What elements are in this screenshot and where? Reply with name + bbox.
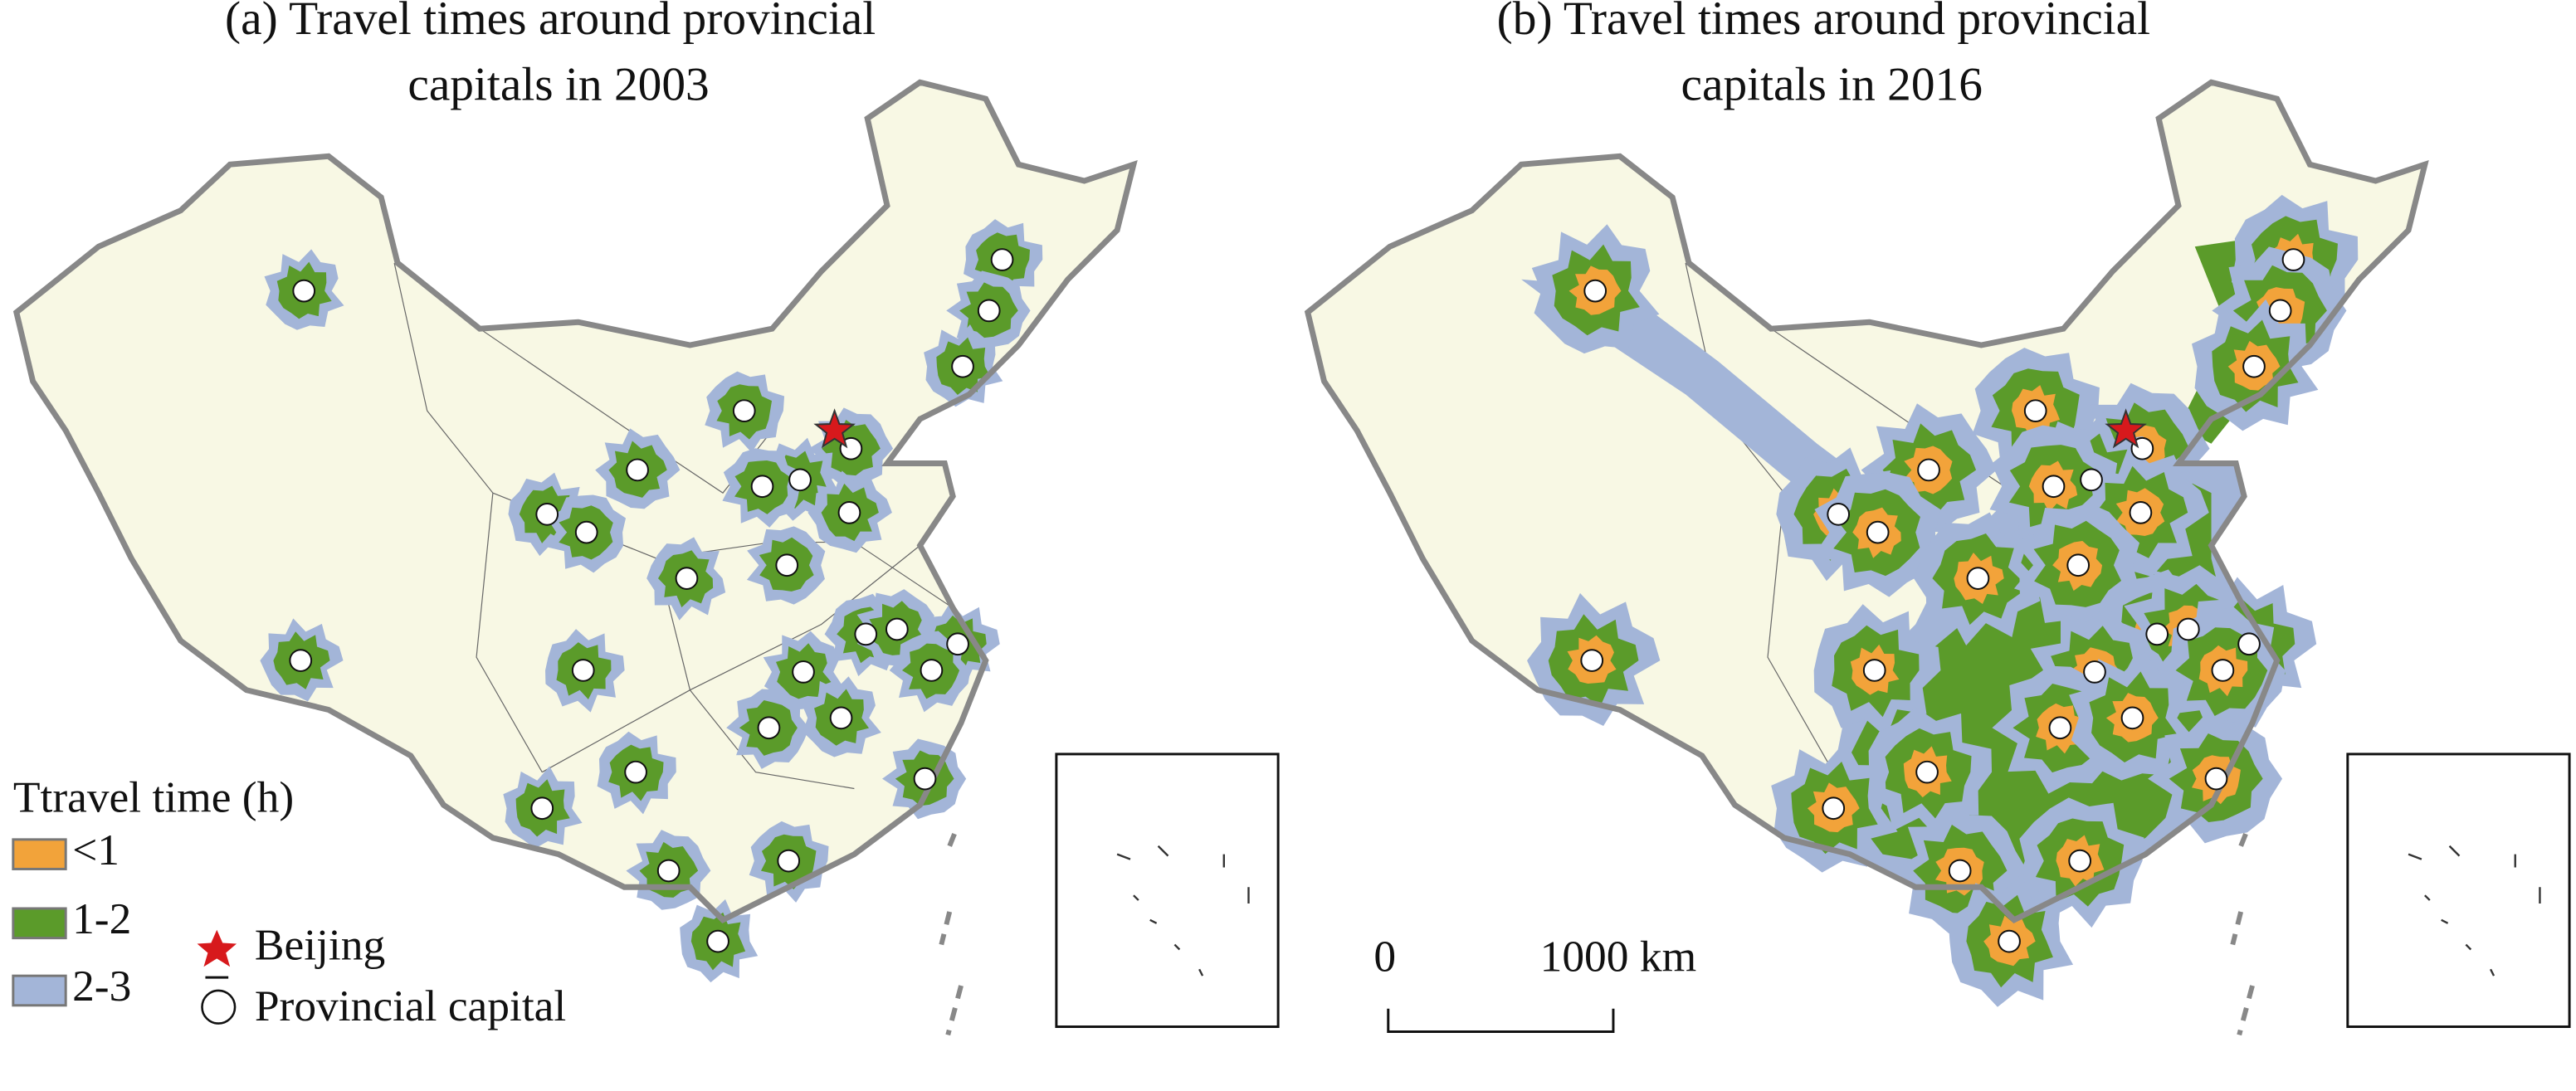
capital-marker — [626, 458, 649, 482]
panel-title: capitals in 2016 — [1681, 58, 1983, 110]
capital-marker — [1827, 503, 1851, 526]
map-panel — [1308, 82, 2571, 1036]
capital-marker — [792, 660, 815, 684]
legend-label: <1 — [72, 825, 120, 874]
capital-marker — [1822, 796, 1846, 821]
capital-marker — [706, 929, 729, 953]
capital-marker — [777, 849, 801, 873]
capital-marker — [2120, 706, 2144, 730]
capital-marker — [1948, 859, 1972, 883]
capital-marker — [788, 468, 812, 492]
capital-marker — [1862, 659, 1886, 682]
capital-marker — [913, 767, 937, 791]
capital-marker — [289, 649, 313, 672]
capital-marker — [2176, 617, 2200, 641]
capital-marker — [977, 299, 1001, 323]
capital-marker — [886, 617, 909, 641]
legend-label: Provincial capital — [255, 981, 566, 1030]
capital-marker — [1580, 649, 1604, 672]
capital-marker — [951, 354, 974, 378]
capital-marker — [2066, 553, 2091, 577]
scale-line — [1387, 1008, 1615, 1033]
capital-marker — [946, 632, 969, 656]
capital-marker — [2129, 501, 2153, 524]
capital-marker — [920, 659, 944, 682]
scale-bar: 0 1000 km — [1373, 932, 1697, 1033]
scale-label: 0 — [1373, 932, 1396, 981]
inset-islands — [1116, 845, 1250, 977]
capital-marker — [2083, 660, 2106, 684]
capital-marker — [2237, 632, 2261, 656]
scale-label: 1000 km — [1540, 932, 1697, 981]
map-panel — [17, 82, 1280, 1036]
beijing-symbol — [197, 929, 237, 967]
legend-label: 2-3 — [72, 961, 131, 1011]
capital-marker — [656, 859, 681, 883]
capital-marker — [2211, 659, 2235, 682]
capital-marker — [1866, 520, 1890, 544]
capital-marker — [1917, 458, 1940, 482]
beijing-marker — [813, 408, 856, 449]
capital-marker — [535, 503, 559, 526]
panel-title: capitals in 2003 — [407, 58, 709, 110]
capital-marker — [1966, 567, 1990, 590]
capital-marker — [2068, 849, 2092, 873]
capital-marker — [2204, 767, 2228, 791]
titles: (a) Travel times around provincial capit… — [225, 0, 2150, 110]
capital-marker — [624, 760, 647, 784]
capital-marker — [2048, 716, 2072, 740]
capital-marker — [854, 622, 878, 646]
capital-marker — [990, 248, 1014, 271]
capital-marker — [732, 399, 756, 423]
capital-marker — [2268, 299, 2292, 323]
capital-marker — [2042, 475, 2066, 499]
capital-marker — [2242, 354, 2266, 378]
sea-boundary — [2230, 828, 2255, 1036]
panel-title: (b) Travel times around provincial — [1497, 0, 2150, 45]
beijing-marker — [2105, 408, 2147, 449]
legend-swatch — [12, 974, 67, 1007]
capital-marker — [2080, 468, 2103, 492]
capital-marker — [757, 716, 781, 740]
legend-label: 1-2 — [72, 894, 131, 943]
capital-symbol — [201, 989, 237, 1025]
capital-marker — [837, 501, 861, 524]
capital-marker — [292, 279, 316, 303]
capital-marker — [2023, 399, 2047, 423]
capital-marker — [750, 475, 774, 499]
sea-boundary — [939, 828, 964, 1036]
inset-frame — [1055, 752, 1280, 1029]
capital-marker — [2281, 248, 2305, 271]
capital-marker — [675, 567, 699, 590]
capital-marker — [775, 553, 799, 577]
capital-marker — [2145, 622, 2169, 646]
capital-marker — [1583, 279, 1608, 303]
legend-title: Ttravel time (h) — [13, 772, 294, 822]
panel-title: (a) Travel times around provincial — [225, 0, 876, 45]
panels — [17, 82, 2571, 1036]
capital-marker — [574, 520, 598, 544]
inset-islands — [2408, 845, 2541, 977]
capital-marker — [1915, 760, 1939, 784]
inset-frame — [2346, 752, 2571, 1029]
legend-swatch — [12, 838, 67, 870]
legend-label: Beijing — [255, 920, 385, 970]
capital-marker — [530, 796, 554, 821]
legend: Ttravel time (h) Beijing Provincial capi… — [12, 772, 566, 1030]
capital-marker — [829, 706, 853, 730]
capital-marker — [1998, 929, 2021, 953]
capital-marker — [571, 659, 595, 682]
legend-swatch — [12, 907, 67, 940]
